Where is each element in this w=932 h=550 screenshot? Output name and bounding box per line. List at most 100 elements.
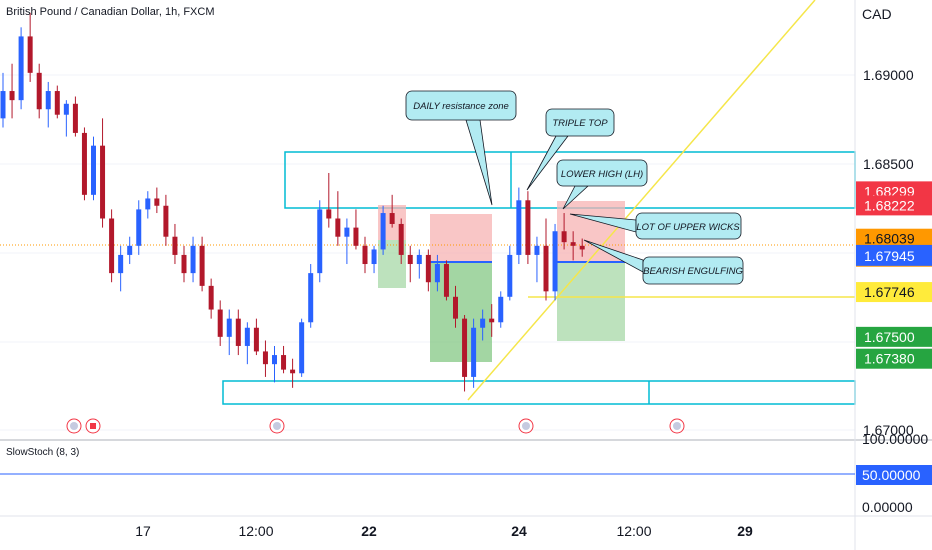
annotation-triple-top[interactable]: TRIPLE TOP (526, 108, 615, 191)
candle-body (498, 296, 504, 323)
candle-body (181, 254, 187, 274)
annotation-upper-wicks[interactable]: LOT OF UPPER WICKS (569, 212, 742, 240)
annotation-lower-high[interactable]: LOWER HIGH (LH) (556, 159, 648, 210)
candle-body (217, 309, 223, 337)
symbol-title[interactable]: British Pound / Canadian Dollar, 1h, FXC… (6, 6, 215, 18)
price-badge-value: 1.67500 (864, 329, 915, 345)
annotation-text: LOWER HIGH (LH) (561, 169, 643, 180)
candle-body (0, 91, 6, 119)
candle-series (0, 12, 585, 392)
candle-body (471, 327, 477, 377)
short-position-reward-3[interactable] (557, 262, 625, 341)
price-badge (856, 348, 932, 369)
candle-body (244, 327, 250, 346)
candle-body (308, 273, 314, 323)
stoch-axis-label: 0.00000 (862, 499, 913, 515)
event-marker-gb-3[interactable] (518, 418, 534, 434)
candle-body (453, 296, 458, 319)
candle-body (190, 245, 196, 274)
candle-body (570, 242, 576, 246)
price-label: 1.68500 (863, 156, 914, 172)
candle-body (398, 223, 404, 255)
candle-body (100, 145, 106, 219)
candle-body (561, 231, 567, 243)
candle-body (425, 254, 431, 283)
candle-body (235, 318, 241, 346)
candle-body (335, 218, 341, 237)
candle-body (81, 132, 87, 195)
event-marker-gb-1[interactable] (66, 418, 82, 434)
price-badge-value: 1.67380 (864, 351, 915, 367)
candle-body (208, 285, 214, 310)
candle-body (281, 355, 287, 370)
price-badge-value: 1.68039 (864, 231, 915, 247)
time-label: 22 (361, 523, 377, 539)
candle-body (154, 198, 160, 206)
candle-body (272, 355, 277, 365)
candle-body (45, 91, 51, 110)
price-badge (856, 326, 932, 347)
candle-body (416, 254, 422, 265)
annotation-text: BEARISH ENGULFING (643, 266, 743, 277)
candle-body (552, 231, 558, 292)
price-label: 1.69000 (863, 67, 914, 83)
time-label: 12:00 (238, 523, 273, 539)
candle-body (579, 245, 585, 250)
candle-body (407, 254, 413, 265)
candle-body (145, 198, 151, 210)
time-label: 12:00 (616, 523, 651, 539)
candle-body (380, 213, 386, 250)
price-badge (856, 195, 932, 216)
annotation-text: DAILY resistance zone (413, 101, 509, 112)
price-badge (856, 282, 932, 303)
candle-body (525, 200, 531, 255)
time-label: 24 (511, 523, 527, 539)
candle-body (389, 213, 395, 224)
ascending-trendline[interactable] (467, 0, 816, 401)
candle-body (18, 36, 24, 101)
event-marker-gb-4[interactable] (669, 418, 685, 434)
currency-label: CAD (862, 6, 892, 22)
candle-body (262, 351, 268, 365)
candle-body (443, 264, 449, 297)
price-badge-value: 1.68222 (864, 197, 915, 213)
candle-body (516, 200, 522, 255)
candle-body (91, 145, 96, 195)
annotation-daily-resistance[interactable]: DAILY resistance zone (405, 90, 517, 206)
annotation-text: TRIPLE TOP (552, 118, 608, 129)
candle-body (36, 72, 42, 110)
short-position-reward-2[interactable] (430, 262, 492, 362)
price-badge-value: 1.68299 (864, 183, 915, 199)
candle-body (371, 249, 377, 265)
price-badges: 1.682991.682221.6803903:501.679501.67945… (856, 181, 932, 369)
candle-body (489, 318, 495, 323)
candle-body (534, 245, 540, 255)
candle-body (290, 369, 296, 374)
candle-body (317, 209, 323, 274)
event-marker-gb-2[interactable] (269, 418, 285, 434)
annotation-bearish-engulfing[interactable]: BEARISH ENGULFING (583, 239, 744, 285)
candle-body (109, 218, 115, 274)
candle-body (226, 318, 232, 337)
candle-body (362, 245, 368, 265)
candle-body (344, 227, 350, 237)
candle-body (9, 91, 15, 101)
time-label: 29 (737, 523, 753, 539)
short-position-risk-2[interactable] (430, 214, 492, 262)
indicator-title[interactable]: SlowStoch (8, 3) (6, 447, 80, 458)
support-zone[interactable] (222, 380, 856, 405)
candle-body (136, 209, 142, 246)
candle-body (543, 245, 549, 292)
candle-body (326, 209, 332, 219)
candle-body (127, 245, 133, 255)
event-marker-ca[interactable] (85, 418, 101, 434)
price-label: 1.67000 (863, 422, 914, 438)
candle-body (63, 103, 69, 115)
price-badge-value: 1.67945 (864, 248, 915, 264)
candle-body (27, 36, 33, 73)
candle-body (253, 327, 259, 352)
price-badge (856, 245, 932, 266)
candle-body (299, 322, 305, 374)
